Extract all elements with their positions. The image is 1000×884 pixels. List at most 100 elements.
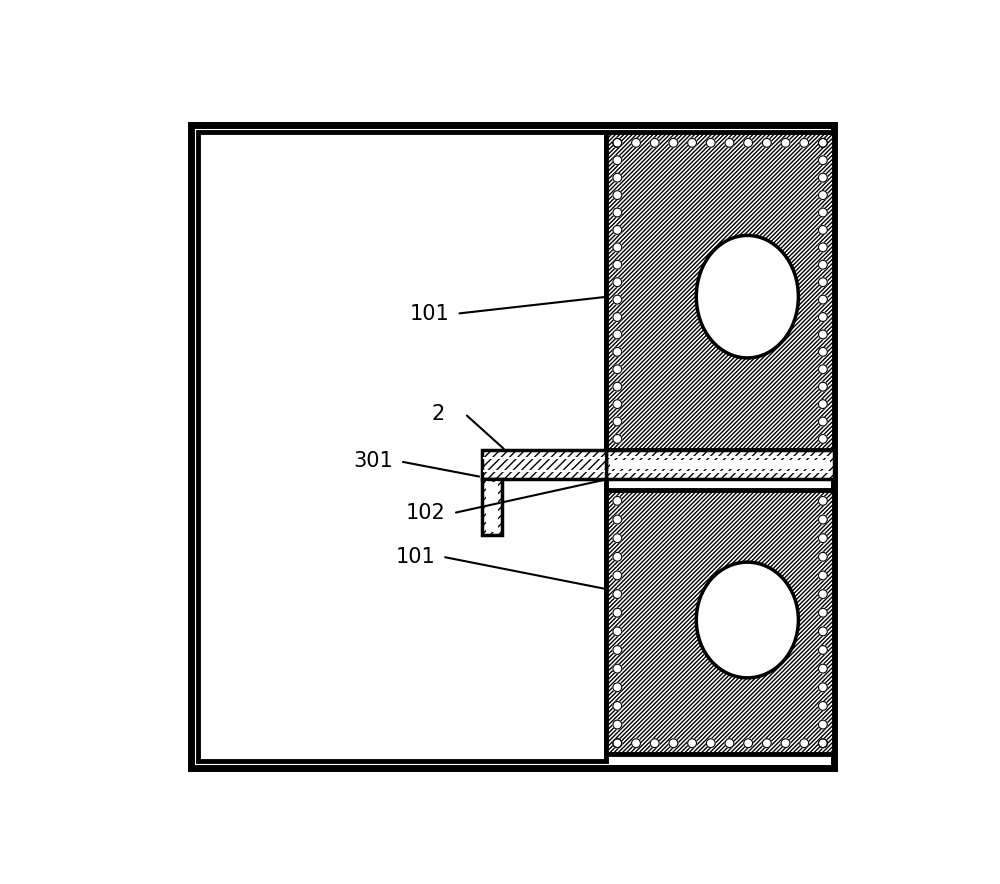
Circle shape [613, 260, 622, 270]
Circle shape [818, 400, 827, 408]
Circle shape [818, 739, 827, 748]
Circle shape [800, 139, 809, 148]
Circle shape [613, 627, 622, 636]
Bar [482, 450, 606, 479]
Circle shape [818, 534, 827, 543]
Bar [606, 132, 834, 450]
Circle shape [613, 208, 622, 217]
Circle shape [613, 330, 622, 339]
Circle shape [706, 739, 715, 748]
Circle shape [613, 278, 622, 286]
Circle shape [744, 139, 753, 148]
Circle shape [613, 515, 622, 524]
Circle shape [650, 739, 659, 748]
Circle shape [669, 739, 678, 748]
Circle shape [613, 417, 622, 426]
Bar [198, 132, 606, 761]
Circle shape [613, 139, 622, 148]
Circle shape [818, 645, 827, 654]
Circle shape [818, 590, 827, 598]
Circle shape [613, 571, 622, 580]
Circle shape [818, 608, 827, 617]
Circle shape [613, 739, 622, 748]
Circle shape [818, 139, 827, 148]
Circle shape [818, 173, 827, 182]
Circle shape [818, 191, 827, 200]
Text: 102: 102 [406, 503, 446, 523]
Bar [606, 450, 834, 479]
Bar [482, 479, 502, 535]
Circle shape [800, 739, 809, 748]
Ellipse shape [696, 562, 798, 678]
Circle shape [818, 330, 827, 339]
Circle shape [725, 739, 734, 748]
Circle shape [818, 497, 827, 506]
Circle shape [818, 313, 827, 322]
Bar [606, 490, 834, 754]
Circle shape [613, 590, 622, 598]
Circle shape [781, 739, 790, 748]
Circle shape [818, 295, 827, 304]
Circle shape [818, 515, 827, 524]
Circle shape [744, 739, 753, 748]
Circle shape [613, 243, 622, 252]
Circle shape [818, 664, 827, 673]
Circle shape [613, 347, 622, 356]
Circle shape [818, 720, 827, 729]
Circle shape [818, 260, 827, 270]
Circle shape [613, 400, 622, 408]
Circle shape [613, 534, 622, 543]
Circle shape [613, 608, 622, 617]
Circle shape [669, 139, 678, 148]
Circle shape [818, 552, 827, 561]
Circle shape [818, 156, 827, 164]
Circle shape [613, 295, 622, 304]
Bar [488, 482, 497, 532]
Circle shape [762, 139, 771, 148]
Circle shape [613, 664, 622, 673]
Circle shape [818, 278, 827, 286]
Circle shape [613, 435, 622, 444]
Circle shape [818, 139, 827, 148]
Circle shape [762, 739, 771, 748]
Circle shape [818, 435, 827, 444]
Circle shape [613, 702, 622, 711]
Circle shape [632, 139, 640, 148]
Circle shape [781, 139, 790, 148]
Circle shape [818, 702, 827, 711]
Circle shape [613, 682, 622, 691]
Bar [610, 460, 830, 469]
Circle shape [613, 139, 622, 148]
Circle shape [613, 225, 622, 234]
Circle shape [613, 173, 622, 182]
Circle shape [613, 497, 622, 506]
Circle shape [818, 225, 827, 234]
Circle shape [818, 365, 827, 374]
Circle shape [818, 417, 827, 426]
Circle shape [818, 627, 827, 636]
Circle shape [613, 191, 622, 200]
Circle shape [632, 739, 640, 748]
Text: 101: 101 [395, 546, 435, 567]
Circle shape [613, 382, 622, 391]
Text: 301: 301 [353, 452, 393, 471]
Circle shape [818, 571, 827, 580]
Ellipse shape [696, 235, 798, 358]
Circle shape [725, 139, 734, 148]
Circle shape [613, 156, 622, 164]
Circle shape [818, 682, 827, 691]
Circle shape [818, 208, 827, 217]
Circle shape [818, 243, 827, 252]
Circle shape [650, 139, 659, 148]
Circle shape [706, 139, 715, 148]
Circle shape [818, 739, 827, 748]
Circle shape [688, 139, 697, 148]
Circle shape [613, 313, 622, 322]
Circle shape [613, 552, 622, 561]
Circle shape [688, 739, 697, 748]
Circle shape [613, 365, 622, 374]
Text: 2: 2 [431, 404, 444, 423]
Circle shape [818, 347, 827, 356]
Circle shape [613, 739, 622, 748]
Circle shape [613, 645, 622, 654]
